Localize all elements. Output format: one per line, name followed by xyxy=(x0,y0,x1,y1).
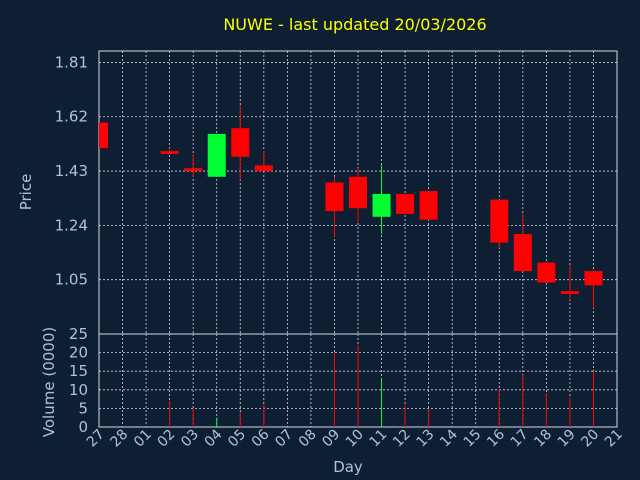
candle-body xyxy=(419,191,438,220)
x-tick-label: 10 xyxy=(343,427,367,451)
candle-body xyxy=(537,262,556,283)
candle-body xyxy=(184,168,203,172)
volume-tick-label: 0 xyxy=(78,418,88,436)
chart-title: NUWE - last updated 20/03/2026 xyxy=(223,15,486,34)
x-tick-label: 05 xyxy=(225,427,249,451)
candle-body xyxy=(372,193,391,217)
price-tick-label: 1.05 xyxy=(55,271,88,289)
candle-body xyxy=(325,182,344,212)
price-panel: 1.05 1.24 1.43 1.62 1.81 xyxy=(55,50,618,335)
candle-body xyxy=(560,291,579,294)
x-tick-label: 16 xyxy=(484,426,508,450)
candles-group xyxy=(99,105,603,309)
volume-tick-label: 25 xyxy=(69,325,88,343)
volume-tick-label: 15 xyxy=(69,362,88,380)
x-tick-label: 19 xyxy=(555,427,579,451)
x-tick-label: 04 xyxy=(202,426,226,450)
x-tick-label: 11 xyxy=(366,427,390,451)
x-tick-label: 17 xyxy=(508,427,532,451)
volume-axis-label: Volume (0000) xyxy=(40,327,58,437)
x-tick-label: 07 xyxy=(272,427,296,451)
x-tick-label: 21 xyxy=(602,427,626,451)
candle-body xyxy=(513,233,532,272)
volume-tick-label: 5 xyxy=(78,399,88,417)
x-tick-label: 09 xyxy=(319,427,343,451)
candle-body xyxy=(207,133,226,177)
x-tick-label: 12 xyxy=(390,427,414,451)
x-tick-label: 06 xyxy=(249,426,273,450)
candle-body xyxy=(160,151,179,154)
candle-body xyxy=(396,193,415,214)
x-tick-label: 08 xyxy=(296,427,320,451)
price-axis-label: Price xyxy=(17,174,35,211)
candle-body xyxy=(490,199,509,243)
candle-body xyxy=(349,176,367,209)
volume-tick-label: 20 xyxy=(69,344,88,362)
x-tick-label: 20 xyxy=(578,427,602,451)
x-tick-label: 28 xyxy=(107,427,131,451)
candle-body xyxy=(584,271,603,286)
price-tick-label: 1.24 xyxy=(55,216,88,234)
x-axis-label: Day xyxy=(333,458,363,476)
price-tick-label: 1.62 xyxy=(55,108,88,126)
volume-tick-label: 10 xyxy=(69,381,88,399)
price-tick-label: 1.43 xyxy=(55,162,88,180)
x-tick-label: 13 xyxy=(414,427,438,451)
x-tick-label: 01 xyxy=(131,427,155,451)
x-axis: 27 28 01 02 03 04 05 06 07 08 09 10 11 12 13 14 15 16 17 18… xyxy=(84,426,626,450)
candle-body xyxy=(231,128,250,157)
candle-body xyxy=(254,165,273,172)
x-tick-label: 18 xyxy=(531,427,555,451)
price-tick-label: 1.81 xyxy=(55,53,88,71)
x-tick-label: 15 xyxy=(461,427,485,451)
x-tick-label: 02 xyxy=(155,427,179,451)
candle-body xyxy=(99,122,108,149)
x-tick-label: 14 xyxy=(437,426,461,450)
x-tick-label: 03 xyxy=(178,427,202,451)
